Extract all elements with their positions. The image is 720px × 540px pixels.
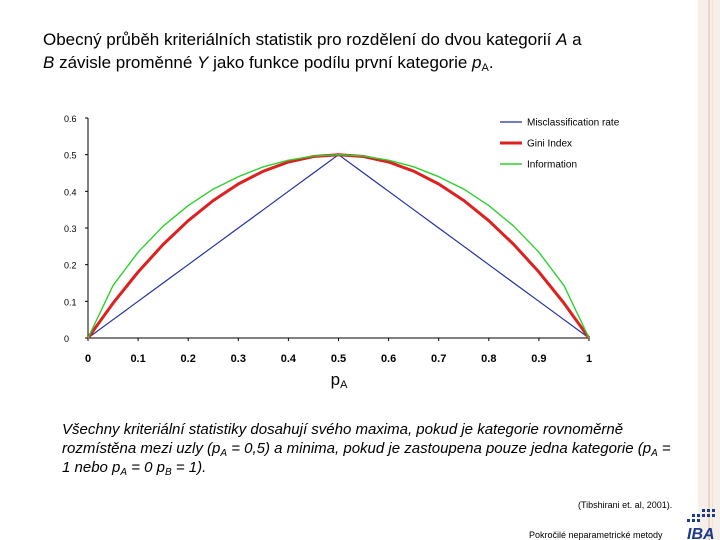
title-cat-b: B bbox=[43, 53, 55, 72]
x-tick-label: 0.2 bbox=[181, 353, 196, 365]
side-decoration bbox=[698, 0, 720, 540]
summary-t1: Všechny kriteriální statistiky dosahují … bbox=[62, 421, 624, 457]
x-tick-label: 1 bbox=[586, 353, 592, 365]
citation: (Tibshirani et. al, 2001). bbox=[578, 500, 673, 510]
title-var-y: Y bbox=[197, 53, 209, 72]
y-tick-label: 0.4 bbox=[64, 187, 77, 197]
title-text-1: Obecný průběh kriteriálních statistik pr… bbox=[43, 30, 557, 49]
summary-text: Všechny kriteriální statistiky dosahují … bbox=[62, 420, 682, 478]
title-text-3: závisle proměnné bbox=[54, 53, 198, 72]
y-tick-label: 0 bbox=[64, 334, 69, 344]
x-axis-label: pA bbox=[331, 370, 348, 391]
title-text-4: jako funkce podílu první kategorie bbox=[208, 53, 473, 72]
summary-t4: = 0 p bbox=[127, 459, 166, 476]
title-p: p bbox=[472, 53, 482, 72]
x-tick-label: 0.3 bbox=[231, 353, 246, 365]
title-text-2: a bbox=[567, 30, 582, 49]
title-p-sub: A bbox=[481, 62, 489, 74]
x-tick-label: 0.1 bbox=[130, 353, 145, 365]
summary-t5: = 1). bbox=[171, 459, 207, 476]
title-text-5: . bbox=[488, 53, 494, 72]
side-line bbox=[708, 0, 710, 540]
y-tick-label: 0.5 bbox=[64, 151, 77, 161]
y-tick-label: 0.6 bbox=[64, 114, 77, 124]
summary-t2: = 0,5) a minima, pokud je zastoupena pou… bbox=[227, 440, 652, 457]
y-tick-label: 0.1 bbox=[64, 297, 77, 307]
x-tick-label: 0.9 bbox=[531, 353, 546, 365]
title-cat-a: A bbox=[556, 30, 568, 49]
summary-s1: A bbox=[220, 448, 228, 459]
legend-label: Gini Index bbox=[527, 139, 572, 150]
legend-label: Misclassification rate bbox=[527, 118, 620, 129]
x-tick-label: 0.5 bbox=[331, 353, 346, 365]
series-line-2 bbox=[86, 153, 591, 339]
x-tick-label: 0.6 bbox=[381, 353, 396, 365]
x-tick-label: 0.7 bbox=[431, 353, 446, 365]
series-line-3 bbox=[87, 153, 590, 339]
x-tick-label: 0 bbox=[85, 353, 91, 365]
summary-t3: = 1 nebo p bbox=[62, 440, 671, 476]
slide-title: Obecný průběh kriteriálních statistik pr… bbox=[43, 28, 688, 74]
summary-s4: B bbox=[165, 467, 172, 478]
y-tick-label: 0.3 bbox=[64, 224, 77, 234]
side-line-thin bbox=[712, 0, 713, 540]
x-tick-label: 0.4 bbox=[281, 353, 297, 365]
iba-logo: IBA bbox=[687, 509, 715, 540]
summary-s2: A bbox=[651, 448, 658, 459]
y-tick-label: 0.2 bbox=[64, 261, 77, 271]
summary-s3: A bbox=[120, 467, 128, 478]
x-tick-label: 0.8 bbox=[481, 353, 496, 365]
legend-label: Information bbox=[527, 160, 577, 171]
svg-text:IBA: IBA bbox=[687, 526, 715, 540]
footer-text: Pokročilé neparametrické metody bbox=[529, 530, 663, 540]
